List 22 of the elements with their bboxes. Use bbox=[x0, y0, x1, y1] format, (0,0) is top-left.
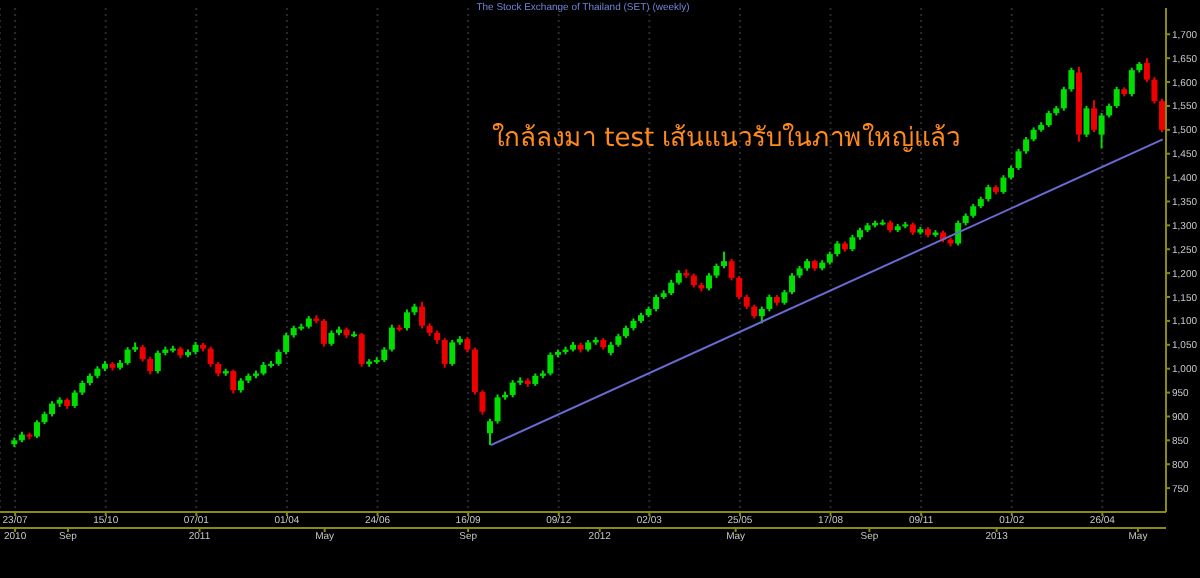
candlestick bbox=[1083, 104, 1090, 138]
candlestick bbox=[487, 417, 493, 447]
candlestick bbox=[441, 337, 448, 369]
candlestick bbox=[1098, 112, 1105, 150]
candlestick bbox=[230, 368, 237, 395]
annotation: ใกล้ลงมา test เส้นแนวรับในภาพใหญ่แล้ว bbox=[492, 121, 961, 158]
candlestick bbox=[207, 345, 214, 368]
candlestick bbox=[358, 331, 365, 368]
candlestick bbox=[403, 308, 410, 332]
candlestick bbox=[1091, 99, 1098, 134]
candlestick bbox=[154, 349, 161, 375]
candlestick bbox=[494, 393, 501, 425]
candlestick bbox=[1113, 85, 1120, 109]
candlestick bbox=[789, 272, 796, 296]
candlestick bbox=[1128, 66, 1135, 98]
candlestick bbox=[320, 318, 327, 348]
candlestick bbox=[449, 339, 456, 367]
candlestick bbox=[388, 323, 395, 353]
candlestick bbox=[547, 351, 554, 377]
candlestick bbox=[419, 300, 426, 330]
candlestick bbox=[955, 219, 962, 247]
candlestick bbox=[1000, 174, 1007, 195]
